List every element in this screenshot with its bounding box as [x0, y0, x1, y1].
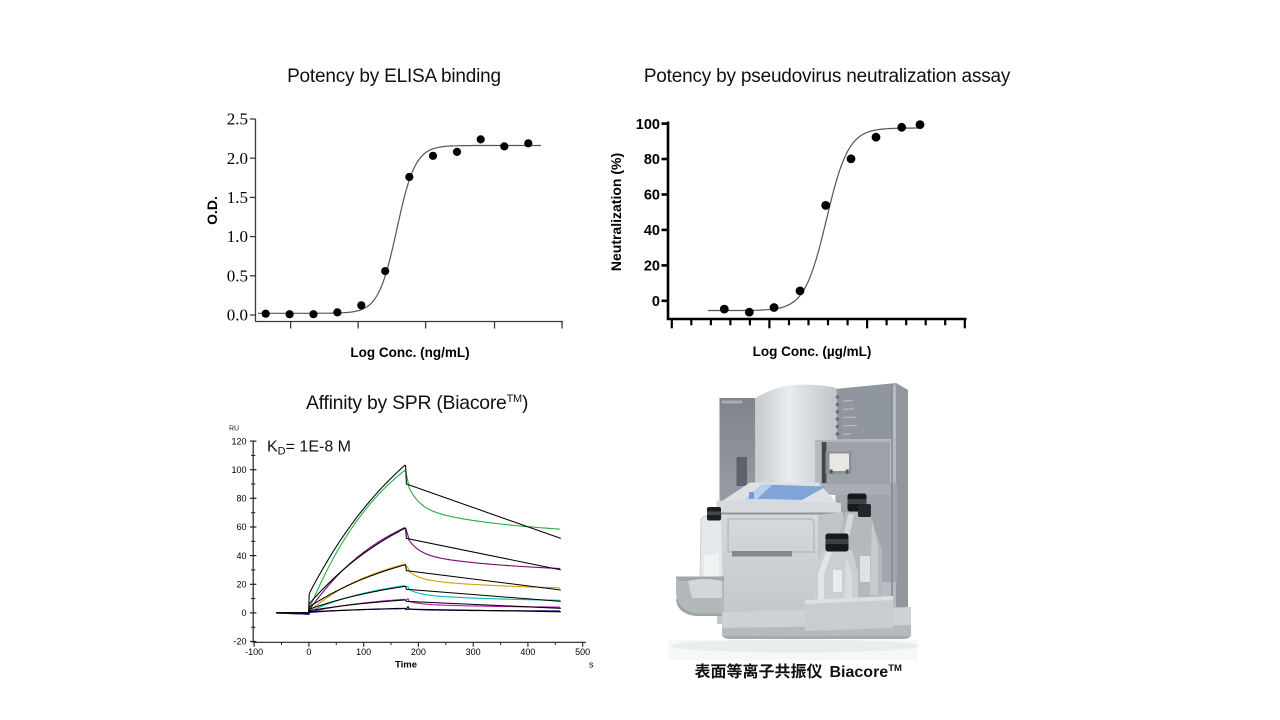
svg-text:200: 200 [411, 647, 426, 657]
svg-text:300: 300 [466, 647, 481, 657]
svg-text:2.0: 2.0 [227, 149, 248, 168]
svg-text:Log Conc. (µg/mL): Log Conc. (µg/mL) [753, 344, 872, 359]
svg-text:0: 0 [241, 608, 246, 618]
svg-text:RU: RU [229, 426, 239, 433]
svg-text:500: 500 [575, 647, 590, 657]
svg-text:60: 60 [644, 188, 660, 204]
svg-text:60: 60 [236, 522, 246, 532]
svg-text:Potency by pseudovirus neutral: Potency by pseudovirus neutralization as… [644, 66, 1011, 87]
svg-text:0: 0 [652, 294, 660, 310]
svg-text:s: s [589, 660, 594, 670]
svg-text:100: 100 [231, 465, 246, 475]
svg-text:0: 0 [306, 647, 311, 657]
svg-text:20: 20 [644, 259, 660, 275]
svg-text:0.0: 0.0 [227, 306, 248, 325]
svg-text:BiacoreTM: BiacoreTM [830, 663, 903, 681]
svg-text:40: 40 [644, 223, 660, 239]
svg-text:100: 100 [356, 647, 371, 657]
svg-text:KD= 1E-8 M: KD= 1E-8 M [267, 439, 351, 458]
svg-text:Potency by ELISA binding: Potency by ELISA binding [287, 66, 501, 87]
svg-text:80: 80 [644, 152, 660, 168]
svg-text:1.5: 1.5 [227, 188, 248, 207]
svg-text:20: 20 [236, 580, 246, 590]
svg-text:Log Conc. (ng/mL): Log Conc. (ng/mL) [350, 345, 469, 360]
svg-text:120: 120 [231, 436, 246, 446]
svg-text:2.5: 2.5 [227, 110, 248, 129]
svg-text:100: 100 [636, 117, 660, 133]
svg-text:0.5: 0.5 [227, 266, 248, 285]
svg-text:Neutralization (%): Neutralization (%) [608, 153, 624, 271]
svg-text:-20: -20 [233, 637, 246, 647]
svg-text:Time: Time [395, 660, 417, 671]
svg-text:80: 80 [236, 494, 246, 504]
svg-text:40: 40 [236, 551, 246, 561]
svg-text:Affinity by SPR (BiacoreTM): Affinity by SPR (BiacoreTM) [306, 392, 528, 414]
svg-text:400: 400 [520, 647, 535, 657]
svg-text:1.0: 1.0 [227, 227, 248, 246]
svg-text:-100: -100 [245, 647, 263, 657]
svg-text:O.D.: O.D. [204, 196, 220, 225]
